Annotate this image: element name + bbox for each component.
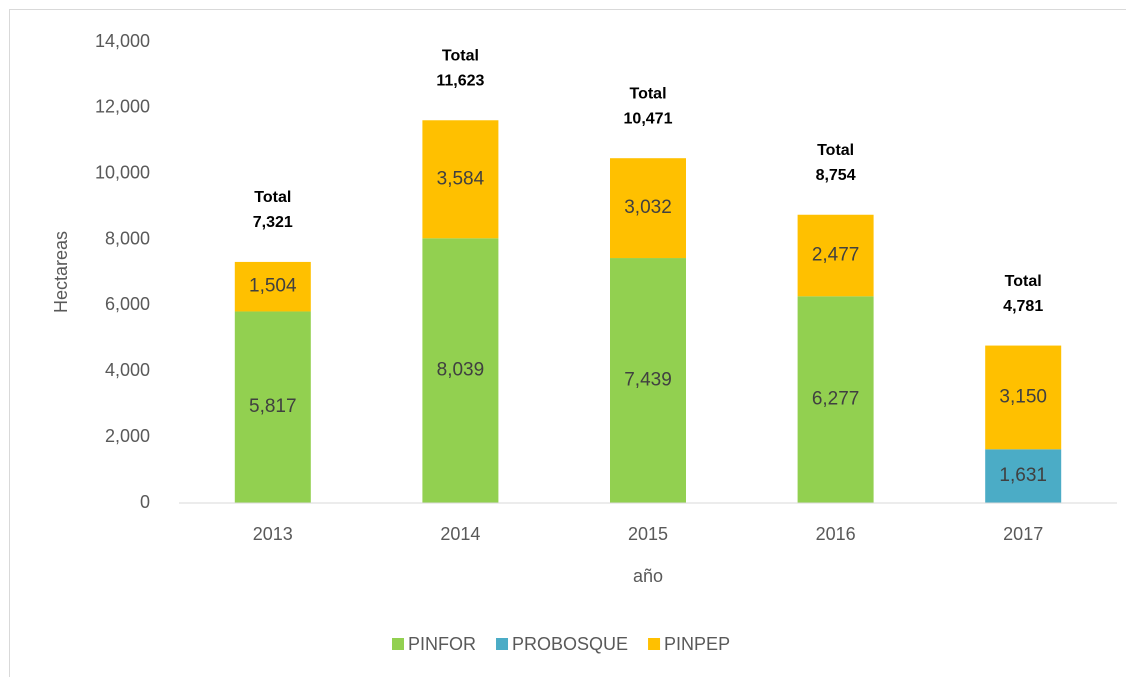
total-value: 11,623 bbox=[436, 72, 484, 89]
y-tick-label: 10,000 bbox=[95, 162, 150, 182]
total-label: Total bbox=[442, 47, 479, 64]
total-label: Total bbox=[1005, 273, 1042, 290]
y-axis-label: Hectareas bbox=[51, 231, 71, 313]
bar-segment bbox=[985, 345, 1062, 450]
y-tick-label: 4,000 bbox=[105, 360, 150, 380]
bar-segment bbox=[610, 158, 686, 259]
value-label: 5,817 bbox=[249, 396, 297, 417]
y-tick-label: 0 bbox=[140, 492, 150, 512]
x-tick-label: 2013 bbox=[253, 524, 293, 544]
y-tick-label: 14,000 bbox=[95, 31, 150, 51]
total-value: 7,321 bbox=[253, 214, 293, 231]
y-tick-label: 2,000 bbox=[105, 426, 150, 446]
bar-segment bbox=[797, 296, 874, 503]
value-label: 7,439 bbox=[624, 370, 672, 391]
legend-swatch bbox=[392, 638, 404, 650]
value-label: 3,150 bbox=[999, 386, 1047, 407]
value-label: 8,039 bbox=[437, 360, 485, 381]
total-value: 8,754 bbox=[816, 167, 856, 184]
legend-swatch bbox=[648, 638, 661, 650]
total-label: Total bbox=[254, 189, 291, 206]
bar-segment bbox=[422, 120, 499, 239]
value-label: 1,504 bbox=[249, 276, 297, 297]
legend-label: PROBOSQUE bbox=[512, 634, 628, 654]
y-tick-label: 12,000 bbox=[95, 97, 150, 117]
bar-segment bbox=[234, 261, 311, 312]
x-tick-label: 2014 bbox=[440, 524, 480, 544]
total-value: 4,781 bbox=[1003, 298, 1043, 315]
total-value: 10,471 bbox=[624, 110, 673, 127]
value-label: 2,477 bbox=[812, 245, 860, 266]
bar-segment bbox=[985, 449, 1062, 503]
legend-label: PINPEP bbox=[664, 634, 730, 654]
legend-label: PINFOR bbox=[408, 634, 476, 654]
x-tick-label: 2017 bbox=[1003, 524, 1043, 544]
chart-border bbox=[9, 9, 1126, 677]
bar-segment bbox=[797, 214, 874, 297]
value-label: 3,584 bbox=[437, 168, 485, 189]
x-tick-label: 2015 bbox=[628, 524, 668, 544]
x-tick-label: 2016 bbox=[816, 524, 856, 544]
y-tick-label: 6,000 bbox=[105, 294, 150, 314]
bar-segment bbox=[234, 311, 311, 503]
legend-swatch bbox=[496, 638, 509, 650]
x-axis-label: año bbox=[633, 566, 663, 586]
value-label: 6,277 bbox=[812, 389, 860, 410]
bar-segment bbox=[422, 238, 499, 503]
bar-segment bbox=[610, 258, 686, 503]
total-label: Total bbox=[817, 142, 854, 159]
value-label: 3,032 bbox=[624, 197, 672, 218]
y-tick-label: 8,000 bbox=[105, 228, 150, 248]
total-label: Total bbox=[629, 85, 666, 102]
value-label: 1,631 bbox=[999, 465, 1047, 486]
